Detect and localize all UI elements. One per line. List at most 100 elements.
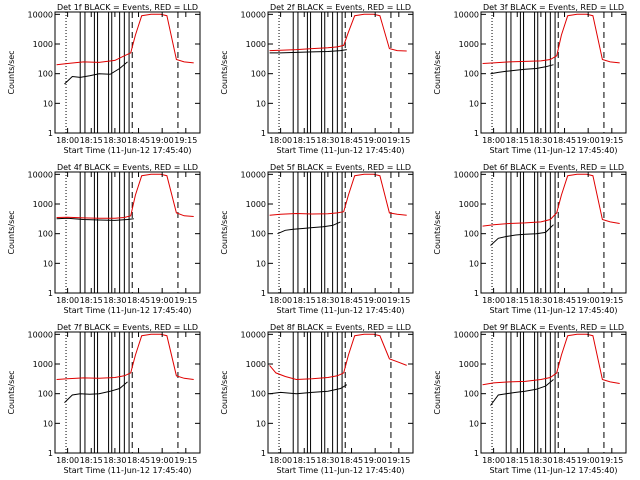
plot-frame [54, 11, 201, 134]
series-events-line [269, 384, 348, 395]
y-axis-label: Counts/sec [220, 50, 229, 94]
y-tick-label: 10 [256, 99, 266, 108]
x-tick-label: 18:45 [127, 296, 150, 305]
y-tick-label: 10 [469, 259, 479, 268]
x-tick-label: 19:15 [174, 136, 197, 145]
x-tick-label: 18:30 [316, 456, 339, 465]
x-tick-label: 18:15 [506, 296, 529, 305]
x-tick-label: 18:30 [529, 296, 552, 305]
y-tick-label: 1000 [459, 40, 479, 49]
plot-frame [480, 331, 627, 454]
panel-6: 1 10 100 1000 10000 18:00 18:15 18:30 18:45 19:00… [433, 163, 627, 315]
x-tick-label: 18:30 [103, 296, 126, 305]
y-tick-label: 10000 [241, 330, 266, 339]
series-events-line [490, 379, 554, 406]
y-axis-label: Counts/sec [7, 370, 16, 414]
y-tick-label: 1000 [33, 360, 53, 369]
x-tick-label: 19:15 [174, 456, 197, 465]
panel-9: 1 10 100 1000 10000 18:00 18:15 18:30 18:45 19:00… [433, 323, 627, 475]
x-tick-label: 18:00 [269, 456, 292, 465]
panel-5: 1 10 100 1000 10000 18:00 18:15 18:30 18:45 19:00… [220, 163, 414, 315]
plot-frame [267, 11, 414, 134]
series-lld-line [482, 333, 620, 386]
y-tick-label: 10000 [241, 170, 266, 179]
plot-frame [267, 331, 414, 454]
y-tick-label: 1 [261, 129, 266, 138]
y-tick-label: 100 [251, 230, 266, 239]
x-tick-label: 18:15 [80, 456, 103, 465]
y-tick-label: 1 [474, 289, 479, 298]
x-axis-label: Start Time (11-Jun-12 17:45:40) [277, 146, 405, 155]
x-tick-label: 19:00 [151, 456, 174, 465]
panel-title: Det 4f BLACK = Events, RED = LLD [57, 163, 198, 172]
series-lld-line [482, 13, 620, 64]
x-tick-label: 19:00 [364, 296, 387, 305]
panel-title: Det 8f BLACK = Events, RED = LLD [270, 323, 411, 332]
y-tick-label: 1 [261, 289, 266, 298]
panel-title: Det 7f BLACK = Events, RED = LLD [57, 323, 198, 332]
y-tick-label: 1000 [33, 200, 53, 209]
x-tick-label: 19:15 [600, 296, 623, 305]
y-axis-label: Counts/sec [433, 50, 442, 94]
y-tick-label: 1 [474, 129, 479, 138]
x-tick-label: 18:45 [340, 136, 363, 145]
y-tick-label: 100 [38, 230, 53, 239]
x-tick-label: 19:15 [387, 456, 410, 465]
y-tick-label: 1000 [246, 360, 266, 369]
panel-title: Det 3f BLACK = Events, RED = LLD [483, 3, 624, 12]
y-tick-label: 10 [43, 259, 53, 268]
x-tick-label: 18:15 [506, 456, 529, 465]
panel-title: Det 2f BLACK = Events, RED = LLD [270, 3, 411, 12]
x-tick-label: 18:15 [293, 136, 316, 145]
panel-title: Det 1f BLACK = Events, RED = LLD [57, 3, 198, 12]
x-axis-label: Start Time (11-Jun-12 17:45:40) [490, 146, 618, 155]
x-tick-label: 18:00 [56, 136, 79, 145]
x-axis-label: Start Time (11-Jun-12 17:45:40) [277, 306, 405, 315]
panel-1: 1 10 100 1000 10000 18:00 18:15 18:30 18:45 19:00… [7, 3, 201, 155]
x-tick-label: 18:15 [80, 296, 103, 305]
panel-title: Det 5f BLACK = Events, RED = LLD [270, 163, 411, 172]
x-tick-label: 19:15 [174, 296, 197, 305]
x-tick-label: 18:30 [103, 456, 126, 465]
y-tick-label: 1 [474, 449, 479, 458]
plot-frame [54, 331, 201, 454]
y-axis-label: Counts/sec [220, 370, 229, 414]
x-tick-label: 18:45 [340, 296, 363, 305]
x-tick-label: 18:15 [80, 136, 103, 145]
series-events-line [490, 64, 554, 75]
x-tick-label: 18:00 [482, 456, 505, 465]
y-tick-label: 10 [43, 99, 53, 108]
y-tick-label: 10000 [454, 170, 479, 179]
y-tick-label: 10 [256, 259, 266, 268]
y-tick-label: 1000 [33, 40, 53, 49]
y-tick-label: 1000 [246, 200, 266, 209]
y-tick-label: 100 [464, 230, 479, 239]
x-tick-label: 19:15 [387, 296, 410, 305]
x-axis-label: Start Time (11-Jun-12 17:45:40) [490, 306, 618, 315]
y-tick-label: 1 [48, 129, 53, 138]
y-axis-label: Counts/sec [7, 210, 16, 254]
y-axis-label: Counts/sec [7, 50, 16, 94]
plot-frame [267, 171, 414, 294]
x-tick-label: 18:30 [316, 136, 339, 145]
y-tick-label: 100 [38, 390, 53, 399]
panel-7: 1 10 100 1000 10000 18:00 18:15 18:30 18:45 19:00… [7, 323, 201, 475]
series-events-line [277, 221, 341, 235]
series-events-line [64, 381, 128, 403]
series-lld-line [269, 173, 407, 216]
x-tick-label: 19:00 [577, 296, 600, 305]
y-tick-label: 1 [48, 449, 53, 458]
x-tick-label: 18:30 [529, 136, 552, 145]
y-tick-label: 1000 [459, 200, 479, 209]
plot-frame [480, 11, 627, 134]
x-tick-label: 19:15 [387, 136, 410, 145]
x-axis-label: Start Time (11-Jun-12 17:45:40) [277, 466, 405, 475]
series-events-line [269, 49, 347, 54]
plot-frame [54, 171, 201, 294]
y-tick-label: 100 [464, 390, 479, 399]
x-tick-label: 18:45 [127, 456, 150, 465]
y-tick-label: 10 [43, 419, 53, 428]
y-tick-label: 10000 [28, 170, 53, 179]
panel-title: Det 6f BLACK = Events, RED = LLD [483, 163, 624, 172]
